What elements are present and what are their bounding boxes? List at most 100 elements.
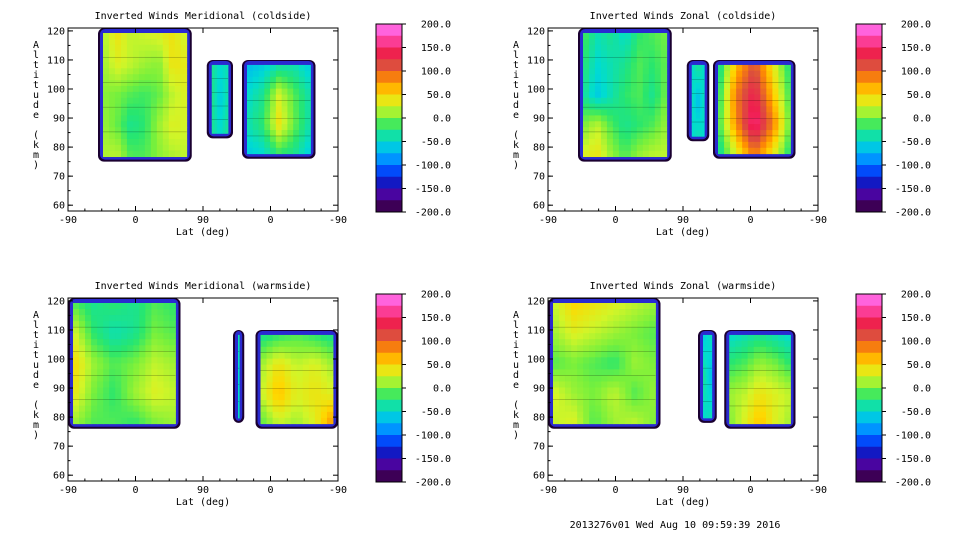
heat-cell: [741, 417, 749, 425]
heat-cell: [736, 94, 743, 101]
heat-cell: [700, 112, 703, 119]
heat-cell: [73, 375, 80, 382]
heat-cell: [174, 109, 182, 116]
heat-cell: [559, 369, 566, 376]
heat-cell: [748, 82, 755, 90]
heat-cell: [214, 120, 218, 128]
heat-cell: [583, 121, 590, 128]
heat-cell: [270, 70, 277, 78]
heat-cell: [612, 127, 620, 134]
heat-cell: [156, 62, 164, 69]
heat-cell: [326, 400, 334, 407]
heat-cell: [162, 38, 170, 46]
heat-cell: [600, 138, 608, 146]
heat-cell: [252, 64, 259, 72]
heat-cell: [754, 64, 761, 72]
heat-cell: [772, 411, 779, 419]
heat-cell: [594, 62, 602, 69]
heat-cell: [705, 394, 708, 401]
heat-cell: [618, 80, 626, 87]
heat-cell: [298, 82, 306, 90]
heat-cell: [704, 376, 707, 383]
heat-cell: [601, 351, 608, 358]
heat-cell: [145, 381, 152, 388]
heat-cell: [144, 62, 152, 69]
heat-cell: [698, 118, 701, 125]
heat-cell: [180, 133, 188, 140]
heat-cell: [618, 74, 626, 81]
heat-cell: [600, 44, 608, 52]
heat-cell: [126, 103, 134, 110]
heat-cell: [266, 405, 273, 413]
heat-cell: [565, 315, 572, 322]
heat-cell: [748, 135, 755, 143]
colorbar-tick-label: -200.0: [895, 478, 931, 489]
heat-cell: [168, 103, 176, 110]
heat-cell: [754, 130, 761, 137]
heat-cell: [707, 411, 710, 419]
heat-cell: [157, 345, 164, 352]
heat-cell: [145, 351, 152, 358]
heat-cell: [724, 82, 731, 90]
x-tick-label: 90: [677, 485, 689, 496]
heat-cell: [296, 388, 304, 395]
heat-cell: [225, 71, 229, 78]
heat-cell: [79, 357, 86, 364]
heat-cell: [296, 352, 304, 360]
heat-cell: [264, 130, 271, 137]
heat-cell: [162, 33, 170, 40]
heat-cell: [108, 144, 116, 152]
heat-cell: [784, 135, 791, 143]
heat-cell: [636, 91, 644, 99]
heat-cell: [698, 76, 701, 84]
heat-cell: [214, 127, 218, 134]
heat-cell: [120, 62, 128, 69]
heat-cell: [588, 144, 596, 152]
heat-cell: [643, 309, 650, 316]
heat-cell: [784, 82, 791, 90]
heat-cell: [559, 393, 566, 400]
heat-cell: [217, 83, 221, 91]
heat-cell: [103, 303, 110, 310]
colorbar-tick-label: -150.0: [895, 454, 931, 465]
heat-cell: [648, 62, 656, 69]
heat-cell: [293, 64, 300, 72]
heat-cell: [637, 321, 644, 328]
heat-cell: [660, 80, 668, 87]
heat-cell: [624, 91, 632, 99]
heat-cell: [594, 85, 602, 93]
heat-cell: [120, 56, 128, 63]
heat-cell: [553, 309, 560, 316]
heat-cell: [264, 70, 271, 78]
heat-cell: [97, 381, 104, 388]
heat-cell: [583, 50, 590, 57]
heat-cell: [157, 303, 164, 310]
heat-cell: [753, 405, 761, 413]
heat-cell: [778, 76, 785, 84]
heat-cell: [601, 339, 608, 346]
heat-cell: [594, 97, 602, 105]
heat-cell: [601, 327, 608, 334]
heat-cell: [565, 369, 572, 376]
heat-cell: [293, 100, 300, 107]
heat-cell: [784, 141, 791, 149]
heat-cell: [760, 106, 767, 113]
colorbar-tick-label: 50.0: [907, 90, 931, 101]
heat-cell: [595, 399, 602, 407]
heat-cell: [260, 382, 267, 389]
heat-cell: [114, 127, 122, 134]
heat-cell: [595, 351, 602, 358]
heat-cell: [724, 64, 731, 72]
data-region: [698, 329, 717, 423]
heat-cell: [766, 376, 773, 383]
chart-title: Inverted Winds Zonal (coldside): [590, 11, 777, 22]
heat-cell: [284, 370, 292, 377]
heat-cell: [308, 340, 316, 348]
heat-cell: [79, 375, 86, 382]
heat-cell: [162, 127, 170, 134]
heat-cell: [648, 74, 656, 81]
heat-cell: [174, 74, 182, 81]
heat-cell: [239, 346, 240, 354]
heat-cell: [735, 388, 742, 395]
heat-cell: [127, 363, 134, 370]
